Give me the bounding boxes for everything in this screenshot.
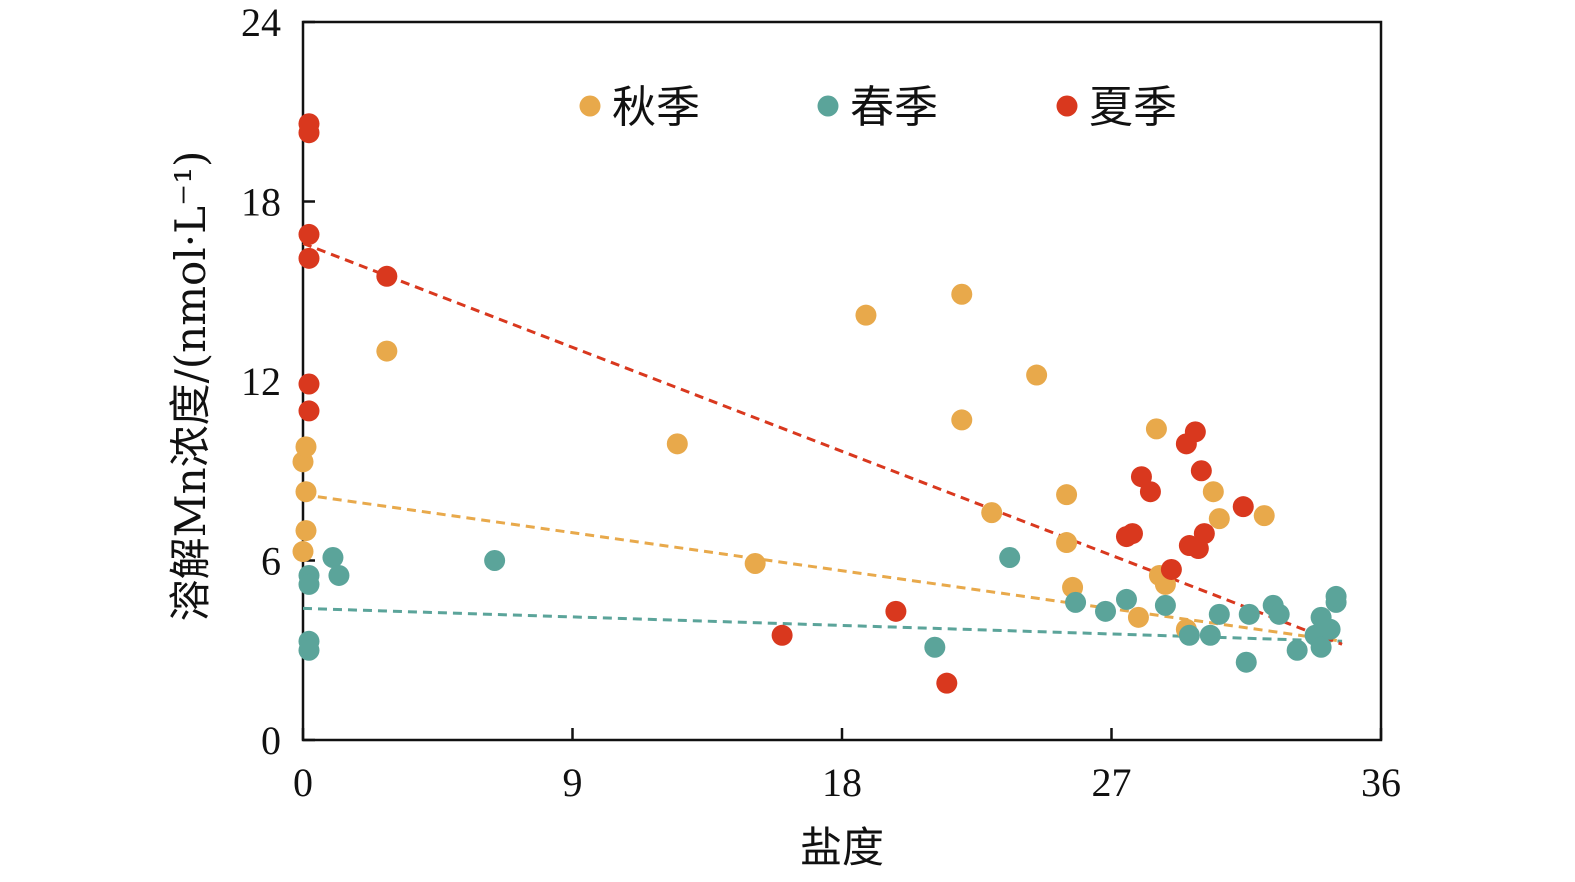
data-point bbox=[298, 639, 320, 661]
data-point bbox=[1056, 484, 1078, 506]
data-point bbox=[771, 624, 793, 646]
data-point bbox=[298, 400, 320, 422]
data-point bbox=[1268, 603, 1290, 625]
data-point bbox=[298, 247, 320, 269]
trendlines bbox=[302, 241, 1343, 646]
data-point bbox=[1232, 496, 1254, 518]
data-point bbox=[292, 541, 314, 563]
data-point bbox=[951, 283, 973, 305]
data-point bbox=[1121, 523, 1143, 545]
legend-marker bbox=[579, 95, 601, 117]
y-tick-label: 12 bbox=[241, 359, 281, 404]
legend-label: 春季 bbox=[850, 82, 938, 133]
y-axis-label: 溶解Mn浓度/(nmol·L⁻¹) bbox=[166, 151, 215, 622]
data-point bbox=[1115, 588, 1137, 610]
trendline bbox=[302, 493, 1343, 643]
data-point bbox=[666, 433, 688, 455]
y-tick-label: 6 bbox=[261, 539, 281, 584]
x-tick-label: 18 bbox=[822, 760, 862, 805]
y-tick-label: 24 bbox=[241, 0, 281, 45]
y-tick-label: 0 bbox=[261, 718, 281, 763]
legend-item: 夏季 bbox=[1056, 82, 1177, 133]
data-point bbox=[1184, 421, 1206, 443]
data-point bbox=[1095, 600, 1117, 622]
data-point bbox=[924, 636, 946, 658]
legend-item: 秋季 bbox=[579, 82, 700, 133]
data-point bbox=[1026, 364, 1048, 386]
data-point bbox=[1238, 603, 1260, 625]
data-point bbox=[1319, 618, 1341, 640]
data-point bbox=[744, 552, 766, 574]
data-point bbox=[1193, 523, 1215, 545]
data-point bbox=[1127, 606, 1149, 628]
data-point bbox=[1178, 624, 1200, 646]
data-point bbox=[1286, 639, 1308, 661]
data-point bbox=[1145, 418, 1167, 440]
data-point bbox=[376, 265, 398, 287]
data-point bbox=[1199, 624, 1221, 646]
data-point bbox=[376, 340, 398, 362]
data-point bbox=[999, 547, 1021, 569]
axis-ticks: 0 9 18 27 36 0 6 12 18 24 bbox=[241, 0, 1401, 805]
trendline bbox=[302, 241, 1343, 646]
trendline bbox=[302, 606, 1343, 643]
data-point bbox=[855, 304, 877, 326]
data-point bbox=[1310, 636, 1332, 658]
legend: 秋季 春季 夏季 bbox=[579, 82, 1177, 133]
legend-item: 春季 bbox=[817, 82, 938, 133]
x-tick-label: 36 bbox=[1361, 760, 1401, 805]
legend-marker bbox=[817, 95, 839, 117]
x-tick-label: 0 bbox=[293, 760, 313, 805]
data-point bbox=[1253, 505, 1275, 527]
data-point bbox=[298, 223, 320, 245]
data-point bbox=[1190, 460, 1212, 482]
data-point bbox=[951, 409, 973, 431]
y-tick-label: 18 bbox=[241, 180, 281, 225]
data-point bbox=[1202, 481, 1224, 503]
data-point bbox=[328, 564, 350, 586]
data-point bbox=[885, 600, 907, 622]
data-point bbox=[322, 547, 344, 569]
data-point bbox=[1208, 508, 1230, 530]
data-point bbox=[295, 520, 317, 542]
x-axis-label: 盐度 bbox=[800, 823, 884, 872]
data-point bbox=[298, 373, 320, 395]
data-point bbox=[1235, 651, 1257, 673]
data-point bbox=[484, 550, 506, 571]
legend-marker bbox=[1056, 95, 1078, 117]
data-point bbox=[298, 573, 320, 595]
data-point bbox=[1208, 603, 1230, 625]
data-point bbox=[1056, 532, 1078, 554]
x-tick-label: 27 bbox=[1092, 760, 1132, 805]
data-point bbox=[298, 122, 320, 144]
data-points bbox=[292, 113, 1347, 694]
legend-label: 秋季 bbox=[612, 82, 700, 133]
data-point bbox=[936, 672, 958, 694]
data-point bbox=[1325, 585, 1347, 607]
x-tick-label: 9 bbox=[563, 760, 583, 805]
data-point bbox=[1160, 558, 1182, 580]
legend-label: 夏季 bbox=[1089, 82, 1177, 133]
data-point bbox=[295, 481, 317, 503]
data-point bbox=[981, 502, 1003, 524]
data-point bbox=[1065, 591, 1087, 613]
data-point bbox=[295, 436, 317, 458]
data-point bbox=[1154, 594, 1176, 616]
data-point bbox=[1139, 481, 1161, 503]
